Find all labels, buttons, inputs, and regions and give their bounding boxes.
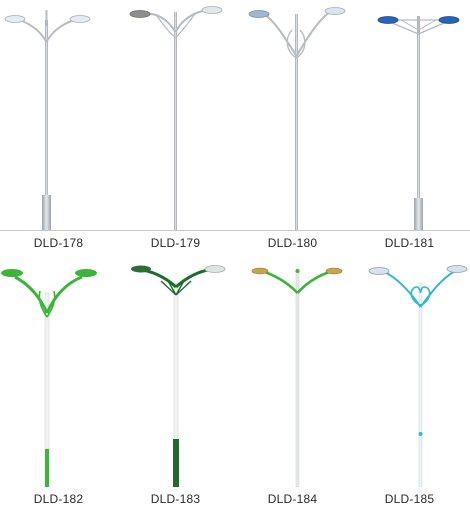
lamp-pole-dld-180-image: [248, 7, 346, 230]
lamp-pole-dld-179-image: [129, 6, 223, 230]
lamp-pole-dld-184-image: [251, 267, 343, 487]
lamp-pole-dld-183-image: [131, 265, 226, 487]
model-label: DLD-178: [33, 236, 84, 250]
model-label: DLD-181: [384, 236, 435, 250]
model-label: DLD-180: [267, 236, 318, 250]
lamp-pole-dld-181-image: [377, 16, 460, 230]
model-label: DLD-179: [150, 236, 201, 250]
product-card-dld-183[interactable]: DLD-183: [117, 257, 234, 514]
lamp-pole-dld-178-image: [4, 10, 91, 230]
product-card-dld-179[interactable]: DLD-179: [117, 0, 234, 257]
lamp-pole-dld-185-image: [368, 265, 468, 487]
model-label: DLD-184: [267, 492, 318, 506]
model-label: DLD-185: [384, 492, 435, 506]
product-card-dld-182[interactable]: DLD-182: [0, 257, 117, 514]
product-card-dld-181[interactable]: DLD-181: [351, 0, 468, 257]
product-card-dld-178[interactable]: DLD-178: [0, 0, 117, 257]
row-divider: [0, 230, 470, 231]
product-card-dld-184[interactable]: DLD-184: [234, 257, 351, 514]
product-card-dld-180[interactable]: DLD-180: [234, 0, 351, 257]
product-card-dld-185[interactable]: DLD-185: [351, 257, 468, 514]
model-label: DLD-182: [33, 492, 84, 506]
lamp-pole-dld-182-image: [1, 269, 97, 487]
model-label: DLD-183: [150, 492, 201, 506]
